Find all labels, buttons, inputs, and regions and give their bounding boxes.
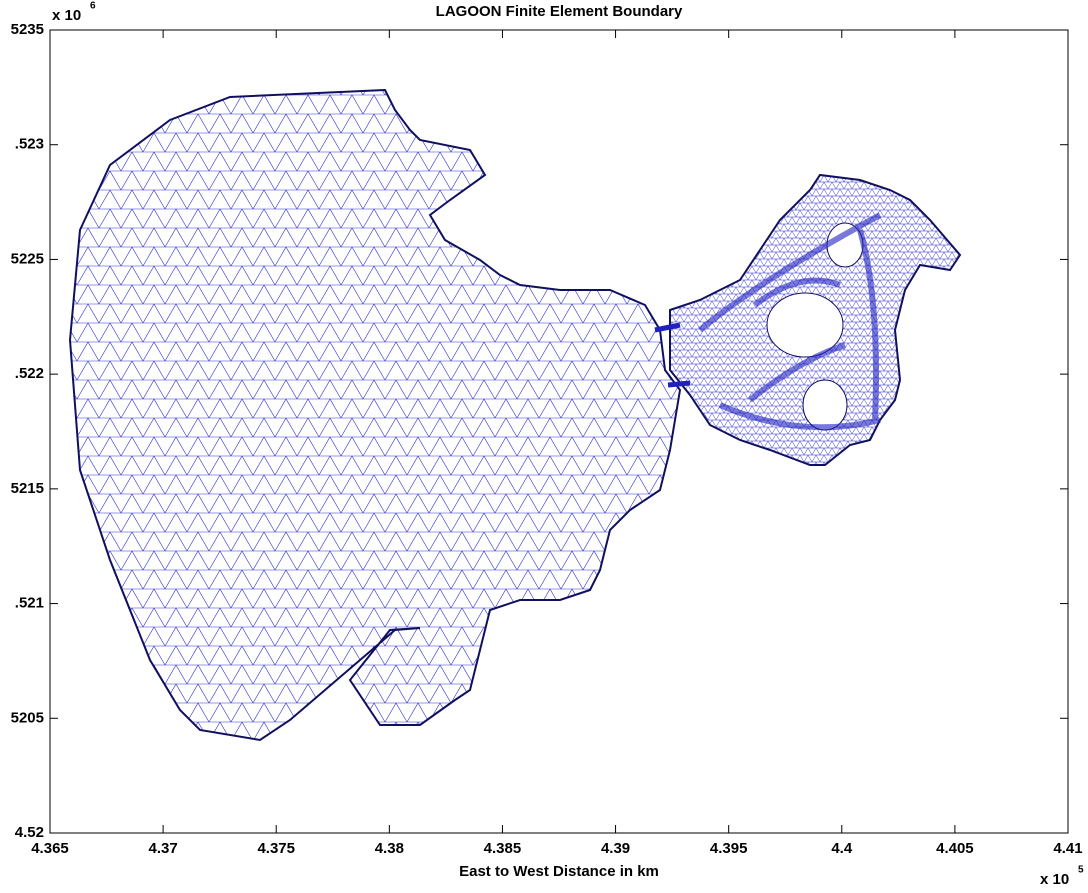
x-tick-label: 4.385: [484, 840, 522, 857]
y-tick-label: .522: [15, 365, 44, 382]
y-tick-label: .523: [15, 136, 44, 153]
y-tick-label: 5225: [11, 250, 44, 267]
x-tick-label: 4.375: [257, 840, 295, 857]
y-tick-label: 5215: [11, 480, 44, 497]
x-tick-label: 4.37: [149, 840, 178, 857]
y-multiplier: x 10: [52, 7, 81, 24]
x-tick-label: 4.38: [375, 840, 404, 857]
x-tick-label: 4.4: [831, 840, 853, 857]
x-tick-label: 4.405: [936, 840, 974, 857]
chart-title: LAGOON Finite Element Boundary: [436, 3, 683, 20]
y-tick-label: 5205: [11, 709, 44, 726]
island: [803, 380, 847, 430]
page: LAGOON Finite Element Boundary East to W…: [0, 0, 1088, 893]
chart: LAGOON Finite Element Boundary East to W…: [0, 0, 1088, 893]
x-tick-label: 4.395: [710, 840, 748, 857]
x-tick-label: 4.39: [601, 840, 630, 857]
x-tick-label: 4.41: [1053, 840, 1082, 857]
x-multiplier-exponent: 5: [1078, 865, 1084, 876]
x-tick-label: 4.365: [31, 840, 69, 857]
y-tick-label: .521: [15, 595, 44, 612]
x-multiplier: x 10: [1040, 871, 1069, 888]
y-tick-label: 5235: [11, 21, 44, 38]
x-axis-label: East to West Distance in km: [459, 863, 659, 880]
y-multiplier-exponent: 6: [90, 1, 96, 12]
y-tick-label: 4.52: [15, 824, 44, 841]
